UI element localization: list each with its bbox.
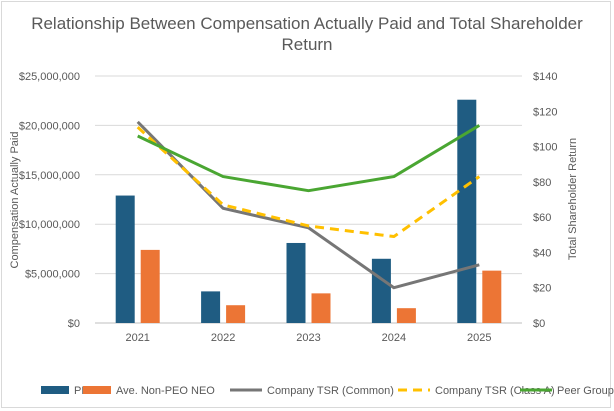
bar-peo xyxy=(286,242,306,323)
bar-ave-non-peo-neo xyxy=(226,305,246,323)
left-axis-title: Compensation Actually Paid xyxy=(9,132,21,269)
bar-ave-non-peo-neo xyxy=(140,249,160,323)
right-tick-label: $0 xyxy=(533,318,545,330)
line-company-tsr-common- xyxy=(136,120,480,290)
line-company-tsr-class-a- xyxy=(136,126,481,239)
bar-peo xyxy=(115,195,135,323)
right-tick-label: $60 xyxy=(533,212,551,224)
x-tick-label: 2025 xyxy=(467,332,491,344)
legend-peer-group-tsr-label: Peer Group TSR xyxy=(557,385,614,397)
bar-ave-non-peo-neo xyxy=(396,308,416,323)
x-tick-label: 2024 xyxy=(382,332,406,344)
bar-series xyxy=(115,99,502,323)
chart-title-line-1: Relationship Between Compensation Actual… xyxy=(31,14,583,33)
left-tick-label: $10,000,000 xyxy=(19,219,80,231)
bar-ave-non-peo-neo xyxy=(482,270,502,323)
legend-ave-non-peo-neo-swatch xyxy=(83,386,111,394)
right-tick-label: $20 xyxy=(533,283,551,295)
right-tick-label: $80 xyxy=(533,177,551,189)
bar-peo xyxy=(201,291,221,323)
legend-company-tsr-common--label: Company TSR (Common) xyxy=(267,385,394,397)
left-tick-label: $25,000,000 xyxy=(19,71,80,83)
x-tick-label: 2021 xyxy=(125,332,149,344)
bar-ave-non-peo-neo xyxy=(311,293,331,323)
bar-peo xyxy=(371,258,391,323)
line-peer-group-tsr xyxy=(137,124,481,193)
x-tick-label: 2023 xyxy=(296,332,320,344)
right-tick-label: $40 xyxy=(533,247,551,259)
x-tick-label: 2022 xyxy=(211,332,235,344)
legend-company-tsr-class-a--label: Company TSR (Class A) xyxy=(435,385,555,397)
legend-ave-non-peo-neo-label: Ave. Non-PEO NEO xyxy=(116,385,215,397)
right-tick-label: $100 xyxy=(533,142,557,154)
right-axis-title: Total Shareholder Return xyxy=(567,138,579,260)
left-axis-ticks: $0 $5,000,000 $10,000,000 $15,000,000 $20,00… xyxy=(19,71,80,330)
left-tick-label: $5,000,000 xyxy=(25,269,80,281)
right-tick-label: $120 xyxy=(533,106,557,118)
left-tick-label: $15,000,000 xyxy=(19,170,80,182)
chart-title-line-2: Return xyxy=(281,35,332,54)
left-tick-label: $0 xyxy=(68,318,80,330)
chart-title: Relationship Between Compensation Actual… xyxy=(31,14,583,54)
right-axis-ticks: $0 $20 $40 $60 $80 $100 $120 $140 xyxy=(533,71,557,330)
left-tick-label: $20,000,000 xyxy=(19,120,80,132)
right-tick-label: $140 xyxy=(533,71,557,83)
line-series xyxy=(136,120,481,290)
legend-peo-swatch xyxy=(41,386,69,394)
x-axis-ticks: 2021 2022 2023 2024 2025 xyxy=(125,332,491,344)
